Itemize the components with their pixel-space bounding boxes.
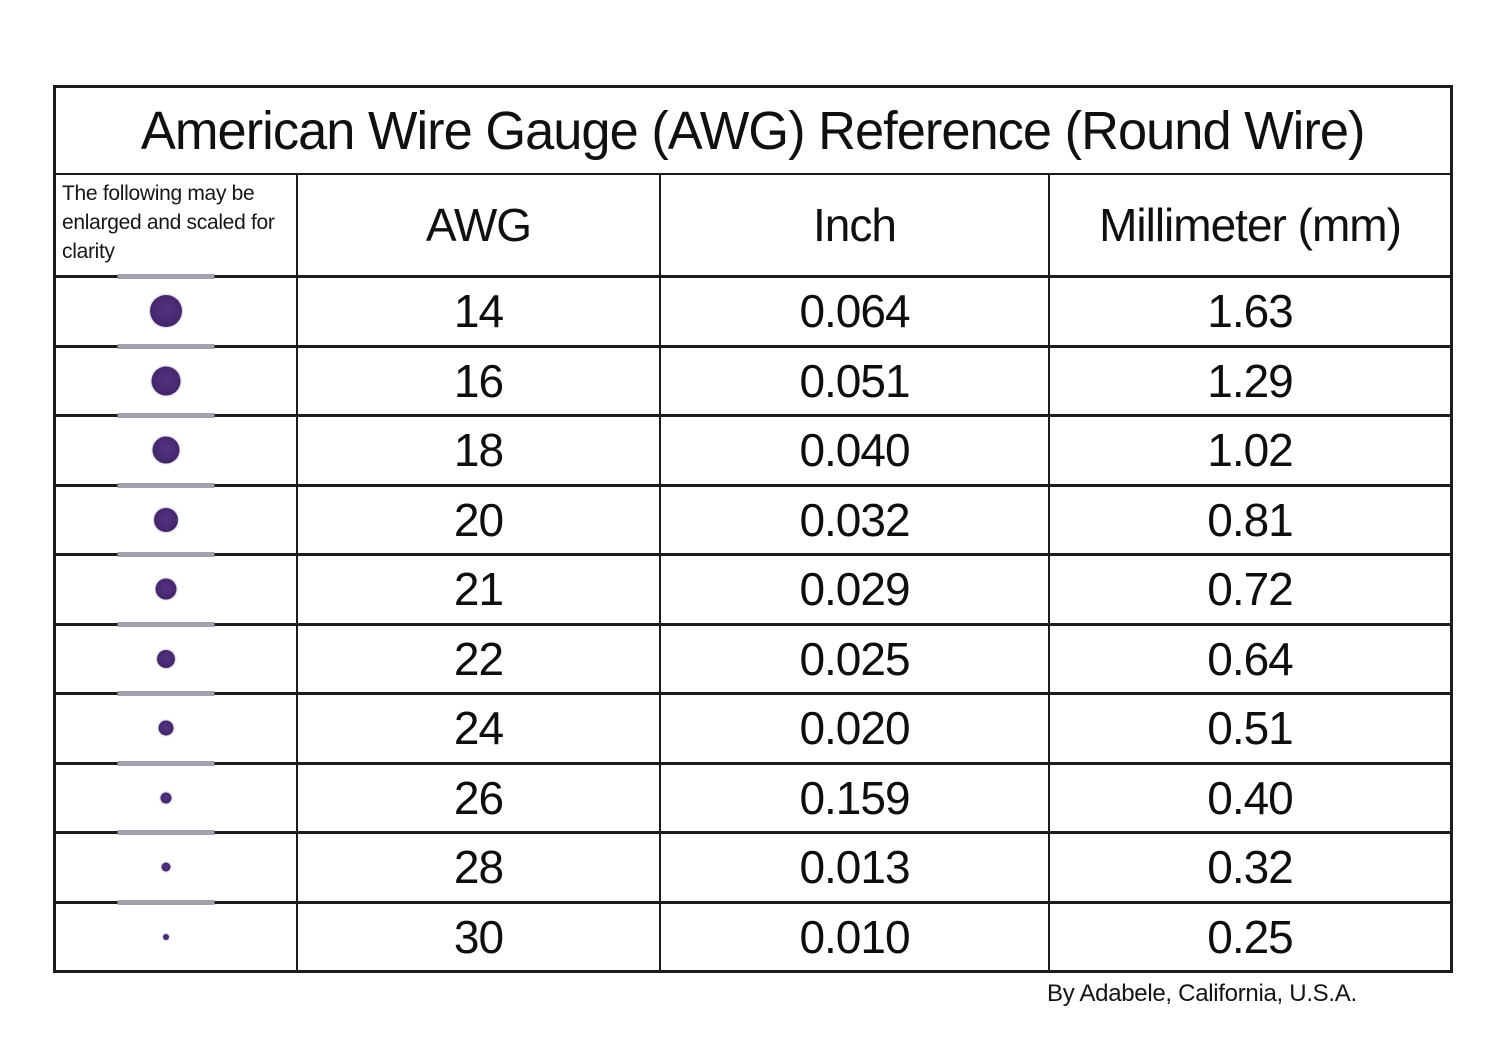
- table-body: 14 0.064 1.63 16 0.051 1.29 18 0.040 1.0…: [56, 274, 1450, 970]
- awg-reference-table: American Wire Gauge (AWG) Reference (Rou…: [53, 85, 1453, 973]
- mm-value: 0.40: [1207, 771, 1294, 824]
- row-divider-tick: [117, 552, 215, 557]
- wire-size-dot: [152, 436, 180, 464]
- page-title: American Wire Gauge (AWG) Reference (Rou…: [141, 100, 1366, 161]
- wire-size-dot: [154, 507, 179, 532]
- wire-dot-cell: [56, 760, 298, 831]
- scale-note: The following may be enlarged and scaled…: [56, 175, 298, 275]
- mm-value: 1.02: [1207, 424, 1294, 477]
- wire-dot-cell: [56, 274, 298, 345]
- inch-value: 0.159: [661, 764, 1050, 831]
- wire-size-dot: [151, 366, 181, 396]
- inch-value: 0.040: [661, 417, 1050, 484]
- awg-value: 16: [298, 347, 661, 414]
- table-row: 26 0.159 0.40: [56, 760, 1450, 831]
- inch-value: 0.064: [661, 278, 1050, 345]
- inch-value: 0.010: [661, 903, 1050, 970]
- awg-value: 20: [298, 486, 661, 553]
- inch-value: 0.051: [661, 347, 1050, 414]
- mm-value: 0.72: [1207, 563, 1294, 616]
- column-header-mm: Millimeter (mm): [1099, 199, 1402, 251]
- row-divider-tick: [117, 691, 215, 696]
- wire-dot-cell: [56, 691, 298, 762]
- column-header-awg: AWG: [298, 175, 661, 275]
- table-row: 28 0.013 0.32: [56, 830, 1450, 901]
- wire-dot-cell: [56, 413, 298, 484]
- mm-value: 0.64: [1207, 632, 1294, 685]
- awg-value: 30: [298, 903, 661, 970]
- table-row: 24 0.020 0.51: [56, 691, 1450, 762]
- row-divider-tick: [117, 274, 215, 279]
- mm-value: 1.29: [1207, 354, 1294, 407]
- credit-line: By Adabele, California, U.S.A.: [1047, 980, 1357, 1007]
- table-row: 22 0.025 0.64: [56, 621, 1450, 692]
- awg-value: 22: [298, 625, 661, 692]
- wire-dot-cell: [56, 552, 298, 623]
- wire-size-dot: [150, 295, 183, 328]
- row-divider-tick: [117, 413, 215, 418]
- table-row: 16 0.051 1.29: [56, 343, 1450, 414]
- mm-value: 0.51: [1207, 702, 1294, 755]
- table-row: 30 0.010 0.25: [56, 899, 1450, 970]
- row-divider-tick: [117, 482, 215, 488]
- wire-size-dot: [160, 792, 172, 804]
- column-header-inch: Inch: [661, 175, 1050, 275]
- awg-value: 24: [298, 695, 661, 762]
- table-title-row: American Wire Gauge (AWG) Reference (Rou…: [56, 88, 1450, 173]
- inch-value: 0.020: [661, 695, 1050, 762]
- inch-value: 0.013: [661, 834, 1050, 901]
- row-divider-tick: [117, 899, 215, 905]
- inch-value: 0.025: [661, 625, 1050, 692]
- wire-dot-cell: [56, 482, 298, 553]
- wire-dot-cell: [56, 830, 298, 901]
- table-row: 21 0.029 0.72: [56, 552, 1450, 623]
- table-row: 18 0.040 1.02: [56, 413, 1450, 484]
- row-divider-tick: [117, 760, 215, 766]
- awg-value: 21: [298, 556, 661, 623]
- mm-value: 0.25: [1207, 910, 1294, 963]
- mm-value: 1.63: [1207, 285, 1294, 338]
- row-divider-tick: [117, 621, 215, 627]
- inch-value: 0.032: [661, 486, 1050, 553]
- awg-value: 26: [298, 764, 661, 831]
- awg-value: 28: [298, 834, 661, 901]
- wire-size-dot: [161, 862, 171, 872]
- wire-size-dot: [158, 720, 174, 736]
- wire-dot-cell: [56, 343, 298, 414]
- wire-dot-cell: [56, 899, 298, 970]
- wire-dot-cell: [56, 621, 298, 692]
- awg-value: 14: [298, 278, 661, 345]
- awg-value: 18: [298, 417, 661, 484]
- mm-value: 0.81: [1207, 493, 1294, 546]
- table-row: 20 0.032 0.81: [56, 482, 1450, 553]
- wire-size-dot: [157, 649, 176, 668]
- row-divider-tick: [117, 343, 215, 349]
- table-header-row: The following may be enlarged and scaled…: [56, 173, 1450, 275]
- wire-size-dot: [155, 578, 177, 600]
- mm-value: 0.32: [1207, 841, 1294, 894]
- inch-value: 0.029: [661, 556, 1050, 623]
- row-divider-tick: [117, 830, 215, 835]
- wire-size-dot: [163, 933, 170, 940]
- table-row: 14 0.064 1.63: [56, 274, 1450, 345]
